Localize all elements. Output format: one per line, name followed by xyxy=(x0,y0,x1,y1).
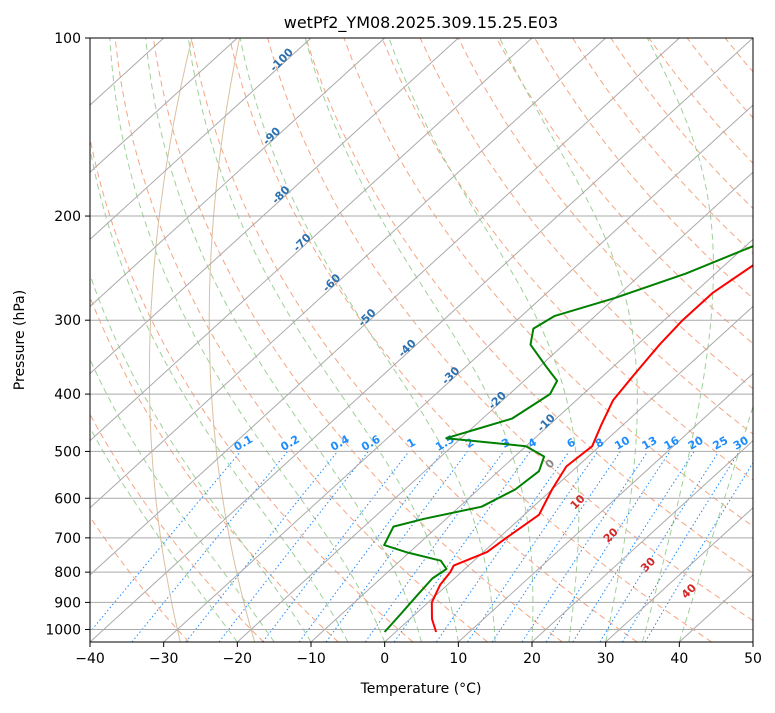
isotherm-line xyxy=(90,38,312,241)
dry-adiabat xyxy=(534,38,753,300)
mixing-ratio-line xyxy=(90,451,242,633)
dewpoint-profile xyxy=(383,244,753,633)
reference-lines xyxy=(90,38,753,642)
x-tick-label: 50 xyxy=(744,651,762,667)
mixing-ratio-line xyxy=(262,451,410,642)
moist-adiabat xyxy=(304,38,534,642)
dry-adiabat xyxy=(90,413,264,642)
profiles xyxy=(383,244,753,633)
y-tick-label: 600 xyxy=(54,491,81,507)
mixing-ratio-line xyxy=(491,451,621,642)
mixing-ratio-line xyxy=(298,451,444,642)
moist-adiabat xyxy=(499,38,638,642)
mixing-ratio-line xyxy=(545,451,671,642)
isotherm-line xyxy=(163,104,753,642)
moist-adiabat xyxy=(90,145,349,642)
x-tick-label: −30 xyxy=(149,651,179,667)
moist-adiabat xyxy=(187,38,459,642)
isotherm-line xyxy=(90,38,386,308)
chart-title: wetPf2_YM08.2025.309.15.25.E03 xyxy=(284,13,558,33)
mixing-ratio-line xyxy=(467,451,599,642)
moist-adiabat xyxy=(90,426,238,642)
mixing-ratio-line xyxy=(325,451,468,642)
dry-adiabat xyxy=(114,38,488,642)
x-tick-label: 0 xyxy=(380,651,389,667)
plot-frame xyxy=(89,37,754,643)
isotherm-line xyxy=(384,305,753,642)
dry-adiabat xyxy=(152,38,563,642)
y-tick-label: 700 xyxy=(54,531,81,547)
isotherm-line xyxy=(457,372,753,642)
dry-adiabat xyxy=(229,38,712,642)
dry-adiabat xyxy=(495,38,753,345)
y-tick-label: 400 xyxy=(54,387,81,403)
isotherm-line xyxy=(531,439,753,642)
isotherm-line xyxy=(310,238,753,642)
dry-adiabat xyxy=(419,38,753,435)
x-axis: −40 −30 −20 −10 0 10 20 30 40 50 xyxy=(75,642,762,667)
ice-adiabat xyxy=(208,38,256,642)
dry-adiabat xyxy=(457,38,753,390)
dry-adiabat xyxy=(190,38,638,642)
y-tick-label: 300 xyxy=(54,313,81,329)
moist-adiabat xyxy=(145,38,422,642)
isotherm-line xyxy=(90,38,533,442)
y-tick-label: 1000 xyxy=(45,622,81,638)
isotherm-line xyxy=(90,38,607,509)
y-tick-label: 200 xyxy=(54,209,81,225)
moist-adiabat xyxy=(678,404,753,642)
isotherm-line xyxy=(605,507,753,642)
y-tick-label: 900 xyxy=(54,595,81,611)
grid xyxy=(90,38,753,642)
dry-adiabat xyxy=(343,38,753,527)
dry-adiabat xyxy=(305,38,753,574)
x-tick-label: 40 xyxy=(670,651,688,667)
mixing-ratio-line xyxy=(521,451,649,642)
moist-adiabat xyxy=(239,38,496,642)
isotherm-line xyxy=(90,38,753,642)
x-tick-label: −20 xyxy=(223,651,253,667)
y-axis-label: Pressure (hPa) xyxy=(12,290,28,390)
moist-adiabat xyxy=(109,38,386,642)
mixing-ratio-line xyxy=(185,451,338,642)
x-tick-label: 30 xyxy=(597,651,615,667)
x-tick-label: −10 xyxy=(296,651,326,667)
isotherm-line xyxy=(90,38,459,375)
moist-adiabat xyxy=(388,38,580,642)
x-tick-label: −40 xyxy=(75,651,105,667)
dry-adiabat xyxy=(90,515,190,642)
mixing-ratio-line xyxy=(599,451,720,642)
moist-adiabat xyxy=(90,358,275,642)
y-tick-label: 100 xyxy=(54,31,81,47)
x-tick-label: 10 xyxy=(449,651,467,667)
mixing-ratio-line xyxy=(131,451,288,642)
mixing-ratio-line xyxy=(621,451,740,642)
x-axis-label: Temperature (°C) xyxy=(360,681,482,697)
y-tick-label: 500 xyxy=(54,444,81,460)
dry-adiabat xyxy=(90,135,414,642)
moist-adiabat xyxy=(642,38,715,642)
dry-adiabat xyxy=(267,38,753,622)
dry-adiabat xyxy=(381,38,753,481)
mixing-ratio-label: 36 xyxy=(752,434,772,453)
y-tick-label: 800 xyxy=(54,565,81,581)
x-tick-label: 20 xyxy=(523,651,541,667)
mixing-ratio-line xyxy=(435,451,570,642)
mixing-ratio-line xyxy=(364,451,505,642)
temperature-profile xyxy=(430,264,753,633)
y-axis: 100 200 300 400 500 600 700 800 900 1000 xyxy=(45,31,90,638)
isotherm-line xyxy=(90,38,680,576)
isotherm-line xyxy=(236,171,753,642)
isotherm-line xyxy=(90,38,238,173)
ice-adiabat xyxy=(148,38,193,642)
mixing-ratio-line xyxy=(572,451,695,642)
